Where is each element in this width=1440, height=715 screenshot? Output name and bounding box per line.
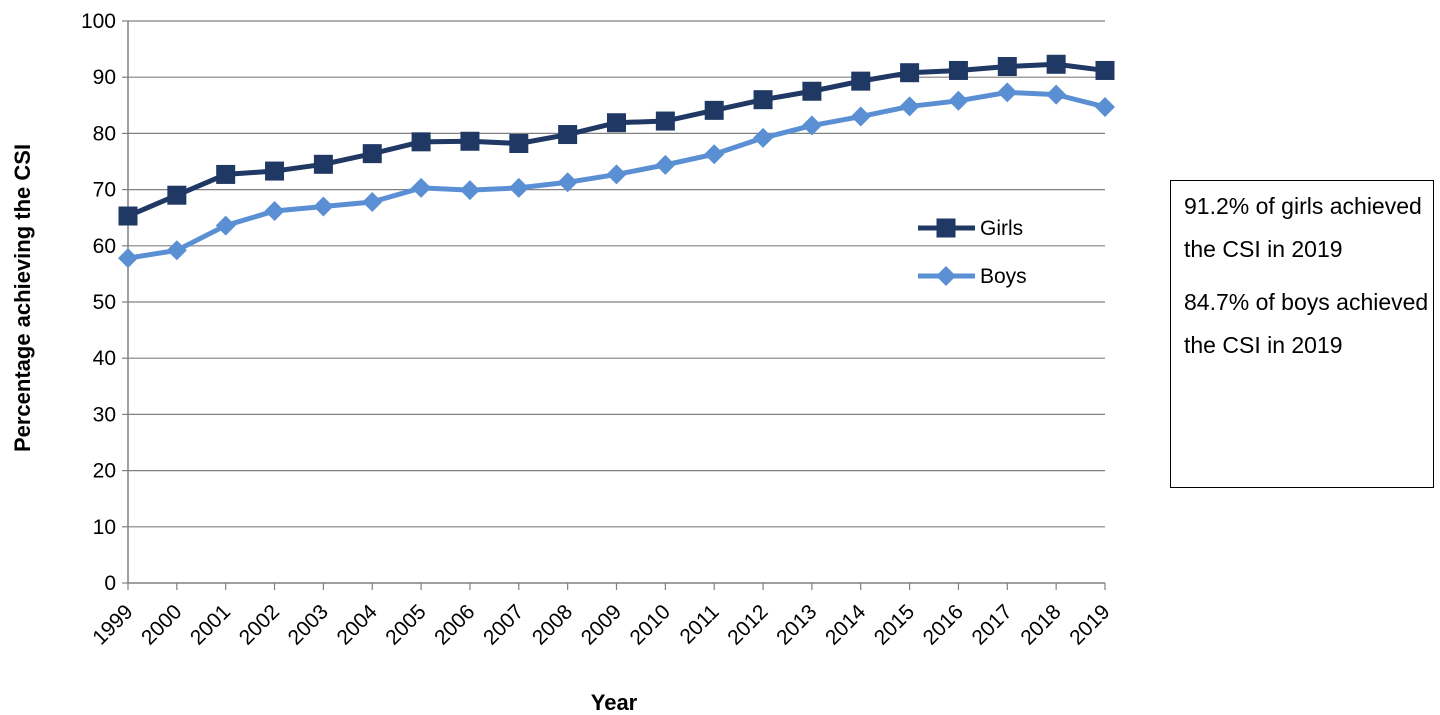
y-tick-label: 40 bbox=[93, 347, 116, 370]
boys-data-point bbox=[704, 144, 725, 165]
boys-legend-marker bbox=[936, 266, 956, 286]
boys-data-point bbox=[1095, 96, 1115, 117]
girls-legend-marker bbox=[936, 218, 956, 238]
y-tick-label: 70 bbox=[93, 179, 116, 202]
x-tick-label: 2008 bbox=[528, 600, 577, 649]
girls-data-point bbox=[802, 81, 822, 101]
x-tick-labels: 1999 2000 2001 2002 2003 2004 2005 2006 2007 2008… bbox=[88, 600, 1114, 650]
x-tick-label: 2004 bbox=[332, 600, 382, 650]
girls-data-point bbox=[900, 63, 920, 83]
girls-data-point bbox=[558, 125, 578, 145]
girls-data-point bbox=[460, 131, 480, 151]
girls-data-point bbox=[1046, 54, 1066, 74]
boys-data-point bbox=[166, 240, 187, 261]
boys-data-point bbox=[899, 96, 920, 117]
girls-annotation-text: 91.2% of girls achieved the CSI in 2019 bbox=[1184, 193, 1422, 262]
boys-legend-label: Boys bbox=[980, 265, 1027, 288]
boys-data-point bbox=[801, 115, 822, 136]
gridlines bbox=[122, 20, 1106, 590]
x-tick-label: 2016 bbox=[919, 600, 968, 649]
y-tick-label: 10 bbox=[93, 516, 116, 539]
boys-data-point bbox=[411, 177, 432, 198]
x-tick-label: 2019 bbox=[1065, 600, 1114, 649]
girls-data-point bbox=[216, 164, 236, 184]
girls-data-point bbox=[411, 132, 431, 152]
x-tick-label: 2000 bbox=[137, 600, 186, 649]
girls-data-point bbox=[607, 113, 626, 133]
boys-data-point bbox=[557, 172, 578, 193]
x-tick-label: 2006 bbox=[430, 600, 479, 649]
x-tick-label: 2010 bbox=[626, 600, 675, 649]
girls-data-point bbox=[362, 144, 382, 164]
boys-data-point bbox=[1046, 84, 1067, 105]
x-tick-label: 2015 bbox=[870, 600, 919, 649]
x-tick-label: 2017 bbox=[968, 600, 1017, 649]
girls-data-point bbox=[265, 161, 285, 181]
x-tick-label: 1999 bbox=[88, 600, 137, 649]
x-tick-label: 2003 bbox=[284, 600, 333, 649]
y-tick-label: 20 bbox=[93, 460, 116, 483]
x-tick-label: 2013 bbox=[772, 600, 821, 649]
x-tick-label: 2002 bbox=[235, 600, 284, 649]
girls-data-point bbox=[509, 134, 529, 154]
boys-data-point bbox=[459, 180, 480, 201]
x-tick-label: 2011 bbox=[676, 600, 724, 648]
y-tick-label: 50 bbox=[93, 291, 116, 314]
annotation-box: 91.2% of girls achieved the CSI in 2019 … bbox=[1170, 180, 1434, 488]
boys-data-point bbox=[997, 82, 1018, 103]
girls-data-point bbox=[118, 206, 138, 226]
boys-data-point bbox=[948, 90, 969, 111]
y-tick-label: 90 bbox=[93, 66, 116, 89]
girls-data-point bbox=[655, 111, 675, 131]
legend: Girls Boys bbox=[918, 217, 1027, 288]
boys-data-point bbox=[215, 215, 236, 236]
boys-data-point bbox=[118, 248, 138, 269]
boys-data-point bbox=[264, 200, 285, 221]
girls-data-point bbox=[948, 60, 968, 80]
x-tick-label: 2012 bbox=[723, 600, 772, 649]
boys-data-point bbox=[753, 127, 774, 148]
boys-data-point bbox=[362, 191, 383, 212]
girls-data-point bbox=[313, 154, 333, 174]
y-tick-labels: 0 10 20 30 40 50 60 70 80 90 100 bbox=[81, 10, 116, 595]
y-axis-title: Percentage achieving the CSI bbox=[10, 144, 35, 452]
boys-annotation-text: 84.7% of boys achieved the CSI in 2019 bbox=[1184, 289, 1429, 358]
x-axis-title: Year bbox=[591, 690, 638, 715]
girls-data-point bbox=[997, 57, 1017, 77]
girls-data-point bbox=[704, 100, 724, 120]
y-tick-label: 0 bbox=[104, 572, 116, 595]
boys-data-point bbox=[606, 164, 627, 185]
girls-data-point bbox=[851, 71, 871, 91]
boys-data-point bbox=[655, 154, 676, 175]
x-tick-label: 2001 bbox=[186, 600, 235, 649]
girls-series-line bbox=[127, 61, 1106, 219]
boys-data-point bbox=[850, 106, 871, 127]
y-tick-label: 60 bbox=[93, 235, 116, 258]
y-tick-label: 100 bbox=[81, 10, 116, 33]
x-tick-label: 2009 bbox=[577, 600, 626, 649]
boys-data-point bbox=[508, 177, 529, 198]
series-layer bbox=[118, 54, 1115, 269]
boys-data-point bbox=[313, 196, 334, 217]
girls-data-point bbox=[167, 185, 187, 205]
y-tick-label: 80 bbox=[93, 122, 116, 145]
girls-legend-label: Girls bbox=[980, 217, 1023, 240]
y-tick-label: 30 bbox=[93, 403, 116, 426]
girls-data-point bbox=[1095, 60, 1115, 80]
x-tick-label: 2014 bbox=[821, 600, 871, 650]
x-tick-label: 2007 bbox=[479, 600, 528, 649]
girls-data-point bbox=[753, 90, 773, 110]
x-tick-label: 2018 bbox=[1016, 600, 1065, 649]
x-tick-label: 2005 bbox=[381, 600, 430, 649]
